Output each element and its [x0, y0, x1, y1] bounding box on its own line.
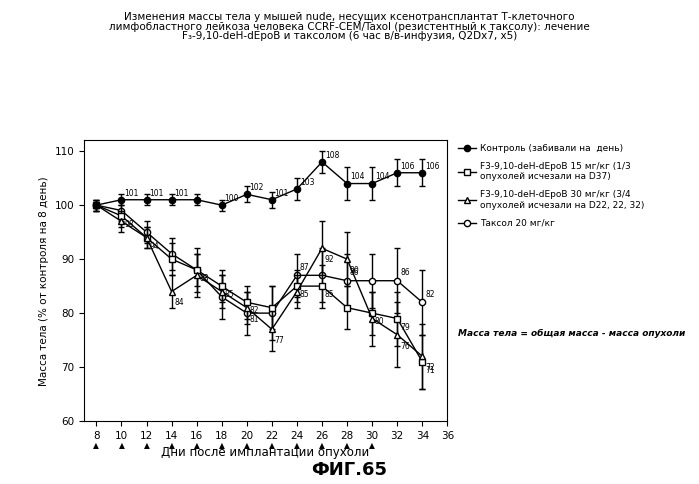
Text: 82: 82 — [250, 306, 259, 316]
Text: ▲: ▲ — [369, 440, 375, 450]
Text: лимфобластного лейкоза человека CCRF-CEM/Taxol (резистентный к таксолу): лечение: лимфобластного лейкоза человека CCRF-CEM… — [109, 22, 590, 32]
Text: ▲: ▲ — [94, 440, 99, 450]
Text: 103: 103 — [300, 178, 315, 187]
Text: 104: 104 — [350, 172, 364, 182]
Text: F₃-9,10-deH-dEpoB и таксолом (6 час в/в-инфузия, Q2Dx7, x5): F₃-9,10-deH-dEpoB и таксолом (6 час в/в-… — [182, 31, 517, 42]
Text: 85: 85 — [224, 290, 234, 299]
Text: 101: 101 — [275, 189, 289, 197]
Text: 106: 106 — [400, 162, 415, 170]
Text: 79: 79 — [400, 323, 410, 332]
Text: Изменения массы тела у мышей nude, несущих ксенотрансплантат Т-клеточного: Изменения массы тела у мышей nude, несущ… — [124, 12, 575, 22]
Text: ▲: ▲ — [344, 440, 350, 450]
Text: ▲: ▲ — [294, 440, 300, 450]
Text: 86: 86 — [350, 268, 359, 277]
Text: 77: 77 — [275, 336, 284, 345]
Legend: Контроль (забивали на  день), F3-9,10-deH-dEpoB 15 мг/кг (1/3
опухолей исчезали : Контроль (забивали на день), F3-9,10-deH… — [454, 140, 648, 231]
Text: 82: 82 — [425, 290, 435, 299]
Text: ▲: ▲ — [269, 440, 275, 450]
Text: 104: 104 — [375, 172, 389, 182]
Text: 87: 87 — [300, 263, 310, 272]
Text: 84: 84 — [174, 299, 184, 307]
Text: 102: 102 — [250, 183, 264, 192]
Text: ▲: ▲ — [219, 440, 224, 450]
Text: 92: 92 — [325, 255, 334, 264]
Text: 108: 108 — [325, 151, 339, 160]
Text: 80: 80 — [375, 317, 384, 326]
Text: ▲: ▲ — [244, 440, 250, 450]
Text: ▲: ▲ — [194, 440, 200, 450]
Text: ▲: ▲ — [168, 440, 175, 450]
Text: 101: 101 — [150, 189, 164, 197]
Text: 81: 81 — [250, 315, 259, 324]
Text: 101: 101 — [174, 189, 189, 197]
Text: 106: 106 — [425, 162, 440, 170]
Text: Масса тела = общая масса - масса опухоли: Масса тела = общая масса - масса опухоли — [458, 329, 685, 338]
Text: ▲: ▲ — [319, 440, 325, 450]
Text: 71: 71 — [425, 366, 435, 375]
Text: ▲: ▲ — [119, 440, 124, 450]
Text: 85: 85 — [300, 290, 310, 299]
Text: 98: 98 — [124, 220, 134, 229]
Text: ФИГ.65: ФИГ.65 — [312, 461, 387, 479]
X-axis label: Дни после имплантации опухоли: Дни после имплантации опухоли — [161, 446, 370, 459]
Y-axis label: Масса тела (% от контроля на 8 день): Масса тела (% от контроля на 8 день) — [39, 176, 49, 386]
Text: 86: 86 — [400, 268, 410, 277]
Text: 90: 90 — [350, 266, 359, 275]
Text: ▲: ▲ — [143, 440, 150, 450]
Text: 94: 94 — [150, 242, 159, 251]
Text: 76: 76 — [400, 342, 410, 350]
Text: 72: 72 — [425, 363, 435, 372]
Text: 101: 101 — [124, 189, 138, 197]
Text: 85: 85 — [325, 290, 334, 299]
Text: 88: 88 — [199, 274, 209, 283]
Text: 100: 100 — [224, 194, 239, 203]
